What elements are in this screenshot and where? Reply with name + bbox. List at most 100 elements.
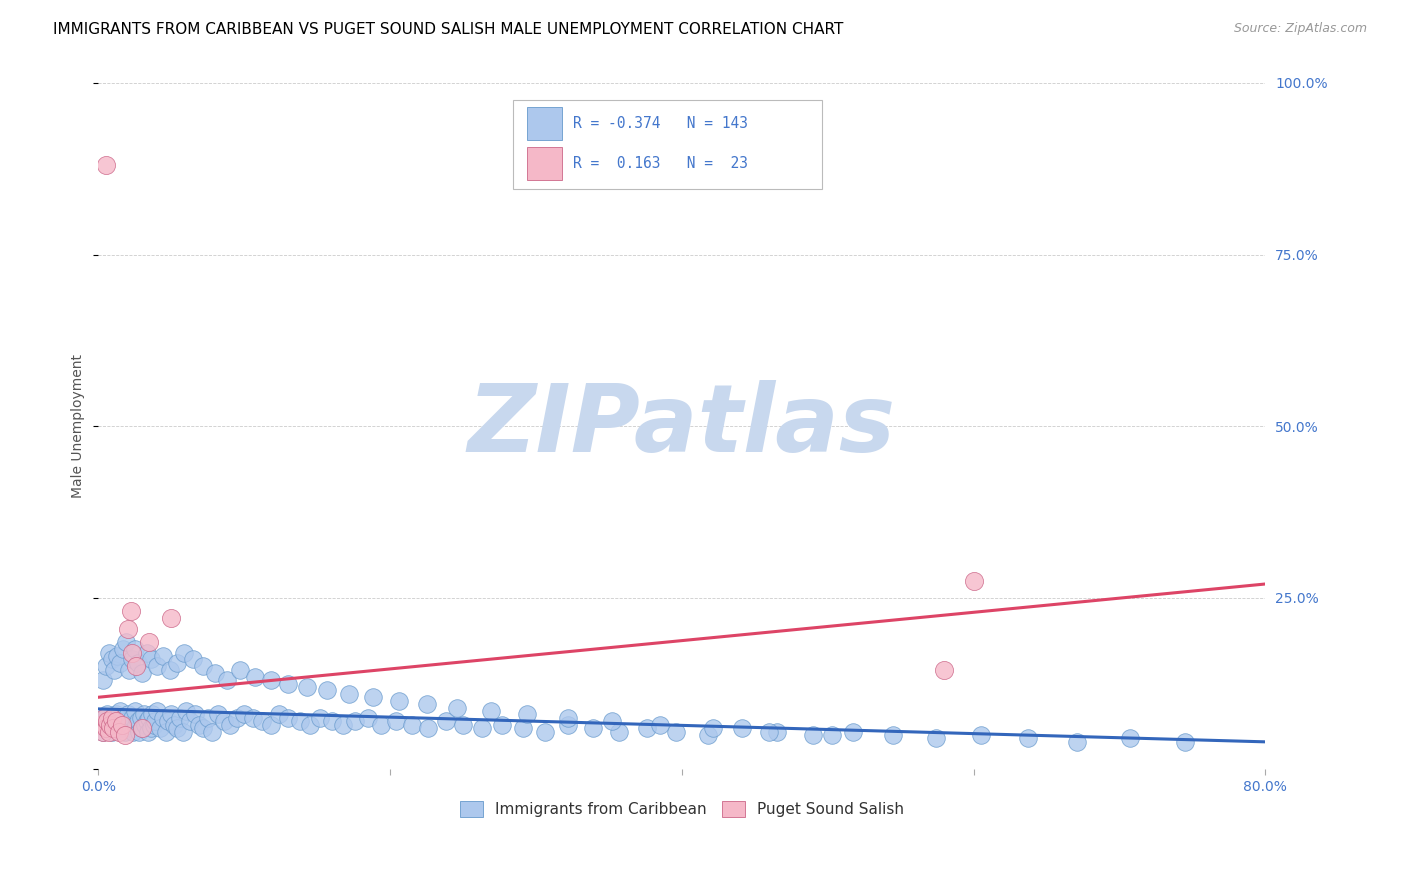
Point [110, 656, 132, 670]
Point [131, 721, 153, 735]
Point [970, 728, 993, 742]
Text: ZIPatlas: ZIPatlas [468, 380, 896, 472]
Point [91, 724, 114, 739]
Point [316, 683, 339, 698]
Point [115, 714, 138, 729]
Point [1119, 731, 1142, 746]
Point [97, 717, 120, 731]
Point [100, 724, 122, 739]
Point [648, 717, 671, 731]
Point [298, 717, 321, 731]
Point [101, 711, 124, 725]
Point [277, 676, 299, 690]
Point [479, 704, 502, 718]
Point [121, 711, 143, 725]
Point [127, 656, 149, 670]
Point [120, 604, 142, 618]
Point [105, 717, 128, 731]
Point [108, 724, 131, 739]
Point [259, 673, 281, 687]
Point [451, 717, 474, 731]
Point [98, 717, 121, 731]
Point [557, 717, 579, 731]
Point [229, 663, 252, 677]
Point [243, 670, 266, 684]
Point [96, 714, 118, 729]
Point [636, 721, 658, 735]
Point [207, 707, 229, 722]
Point [117, 622, 139, 636]
Point [250, 714, 273, 729]
Point [197, 711, 219, 725]
Point [321, 714, 343, 729]
Point [471, 721, 494, 735]
Point [135, 646, 157, 660]
Point [269, 707, 291, 722]
Point [166, 656, 188, 670]
Point [173, 646, 195, 660]
Point [117, 707, 139, 722]
Text: R =  0.163   N =  23: R = 0.163 N = 23 [574, 156, 748, 171]
Point [212, 714, 235, 729]
Point [146, 659, 169, 673]
Point [582, 721, 605, 735]
Point [1066, 735, 1088, 749]
Point [446, 700, 468, 714]
Point [90, 717, 112, 731]
Point [103, 663, 125, 677]
Point [121, 652, 143, 666]
Point [98, 714, 121, 729]
Point [104, 714, 127, 729]
Point [344, 714, 367, 729]
Point [90, 714, 112, 729]
Point [765, 724, 787, 739]
Point [702, 721, 724, 735]
Point [100, 652, 122, 666]
Point [332, 717, 354, 731]
Point [124, 642, 146, 657]
Point [110, 704, 132, 718]
Point [97, 646, 120, 660]
Point [925, 731, 948, 746]
Point [516, 707, 538, 722]
Point [188, 717, 211, 731]
Point [138, 635, 160, 649]
Point [193, 721, 215, 735]
Point [94, 158, 117, 172]
Point [259, 717, 281, 731]
Point [218, 717, 240, 731]
Point [665, 724, 688, 739]
Point [121, 646, 143, 660]
Point [193, 659, 215, 673]
Point [1017, 731, 1039, 746]
Point [104, 707, 127, 722]
Point [337, 687, 360, 701]
Point [94, 721, 117, 735]
Point [183, 707, 205, 722]
Point [370, 717, 392, 731]
Point [385, 714, 408, 729]
Point [309, 711, 332, 725]
Point [124, 704, 146, 718]
Point [115, 635, 138, 649]
Point [132, 707, 155, 722]
Text: IMMIGRANTS FROM CARIBBEAN VS PUGET SOUND SALISH MALE UNEMPLOYMENT CORRELATION CH: IMMIGRANTS FROM CARIBBEAN VS PUGET SOUND… [53, 22, 844, 37]
Point [491, 717, 513, 731]
Point [533, 724, 555, 739]
Point [89, 717, 111, 731]
Point [512, 721, 534, 735]
Point [166, 721, 188, 735]
Point [112, 642, 135, 657]
Point [172, 724, 194, 739]
Point [138, 711, 160, 725]
Point [242, 711, 264, 725]
Point [111, 721, 134, 735]
Point [204, 666, 226, 681]
Point [277, 711, 299, 725]
Point [159, 663, 181, 677]
Point [141, 707, 163, 722]
Point [93, 711, 115, 725]
Y-axis label: Male Unemployment: Male Unemployment [72, 354, 86, 498]
Point [821, 728, 844, 742]
Point [557, 711, 579, 725]
